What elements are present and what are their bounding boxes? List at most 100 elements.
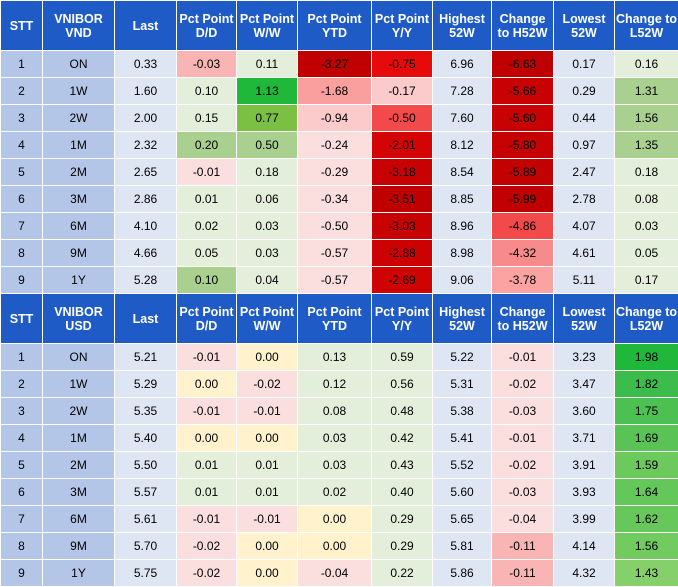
column-header-last[interactable]: Last <box>115 1 177 51</box>
cell-pct-yy: -3.03 <box>372 213 433 240</box>
cell-highest-52w: 6.96 <box>433 51 492 78</box>
cell-highest-52w: 8.54 <box>433 159 492 186</box>
term-label: 1Y <box>43 560 115 587</box>
cell-change-l52w: 1.75 <box>615 398 678 425</box>
last-rate: 5.40 <box>115 425 177 452</box>
cell-highest-52w: 5.52 <box>433 452 492 479</box>
row-index: 2 <box>1 78 43 105</box>
column-header-last[interactable]: Last <box>115 294 177 344</box>
column-header-pct-dd[interactable]: Pct Point D/D <box>177 294 237 344</box>
cell-change-h52w: -0.02 <box>492 371 554 398</box>
row-index: 6 <box>1 479 43 506</box>
term-label: 1M <box>43 132 115 159</box>
cell-pct-yy: 0.59 <box>372 344 433 371</box>
cell-pct-ww: 0.01 <box>237 452 298 479</box>
term-label: 3M <box>43 479 115 506</box>
cell-pct-ytd: -0.57 <box>298 240 372 267</box>
cell-change-h52w: -4.86 <box>492 213 554 240</box>
cell-change-h52w: -0.11 <box>492 533 554 560</box>
cell-lowest-52w: 0.29 <box>554 78 615 105</box>
last-rate: 5.50 <box>115 452 177 479</box>
cell-pct-yy: -3.18 <box>372 159 433 186</box>
cell-lowest-52w: 3.47 <box>554 371 615 398</box>
cell-change-l52w: 0.16 <box>615 51 678 78</box>
column-header-stt[interactable]: STT <box>1 1 43 51</box>
column-header-highest-52w[interactable]: Highest 52W <box>433 1 492 51</box>
cell-change-h52w: -5.80 <box>492 132 554 159</box>
column-header-pct-ww[interactable]: Pct Point W/W <box>237 294 298 344</box>
cell-change-l52w: 1.64 <box>615 479 678 506</box>
term-label: 2M <box>43 452 115 479</box>
column-header-stt[interactable]: STT <box>1 294 43 344</box>
cell-lowest-52w: 4.32 <box>554 560 615 587</box>
cell-change-l52w: 1.82 <box>615 371 678 398</box>
row-index: 7 <box>1 506 43 533</box>
cell-change-h52w: -0.04 <box>492 506 554 533</box>
cell-change-h52w: -3.78 <box>492 267 554 294</box>
cell-pct-ytd: 0.02 <box>298 479 372 506</box>
cell-pct-yy: -2.01 <box>372 132 433 159</box>
cell-highest-52w: 8.12 <box>433 132 492 159</box>
cell-pct-ww: 0.77 <box>237 105 298 132</box>
column-header-pct-ytd[interactable]: Pct Point YTD <box>298 294 372 344</box>
column-header-change-l52w[interactable]: Change to L52W <box>615 1 678 51</box>
cell-pct-yy: 0.40 <box>372 479 433 506</box>
column-header-lowest-52w[interactable]: Lowest 52W <box>554 294 615 344</box>
cell-pct-ww: 0.03 <box>237 213 298 240</box>
cell-pct-ww: 0.04 <box>237 267 298 294</box>
column-header-pct-ww[interactable]: Pct Point W/W <box>237 1 298 51</box>
term-label: 1Y <box>43 267 115 294</box>
cell-highest-52w: 9.06 <box>433 267 492 294</box>
last-rate: 2.86 <box>115 186 177 213</box>
column-header-highest-52w[interactable]: Highest 52W <box>433 294 492 344</box>
cell-change-l52w: 0.08 <box>615 186 678 213</box>
cell-pct-dd: 0.10 <box>177 78 237 105</box>
row-index: 3 <box>1 398 43 425</box>
column-header-pct-ytd[interactable]: Pct Point YTD <box>298 1 372 51</box>
cell-pct-yy: -3.51 <box>372 186 433 213</box>
cell-pct-ww: -0.02 <box>237 371 298 398</box>
cell-pct-ytd: 0.08 <box>298 398 372 425</box>
cell-pct-ww: 0.01 <box>237 479 298 506</box>
cell-change-h52w: -6.63 <box>492 51 554 78</box>
last-rate: 0.33 <box>115 51 177 78</box>
term-label: 2M <box>43 159 115 186</box>
term-label: 1W <box>43 371 115 398</box>
term-label: 9M <box>43 240 115 267</box>
row-index: 2 <box>1 371 43 398</box>
cell-highest-52w: 7.60 <box>433 105 492 132</box>
column-header-lowest-52w[interactable]: Lowest 52W <box>554 1 615 51</box>
cell-pct-ww: 0.00 <box>237 425 298 452</box>
column-header-change-h52w[interactable]: Change to H52W <box>492 1 554 51</box>
column-header-term[interactable]: VNIBOR USD <box>43 294 115 344</box>
column-header-change-h52w[interactable]: Change to H52W <box>492 294 554 344</box>
cell-pct-dd: 0.00 <box>177 425 237 452</box>
last-rate: 5.61 <box>115 506 177 533</box>
cell-pct-dd: -0.01 <box>177 344 237 371</box>
cell-lowest-52w: 3.91 <box>554 452 615 479</box>
column-header-pct-yy[interactable]: Pct Point Y/Y <box>372 294 433 344</box>
column-header-change-l52w[interactable]: Change to L52W <box>615 294 678 344</box>
cell-change-h52w: -5.60 <box>492 105 554 132</box>
term-label: 6M <box>43 213 115 240</box>
cell-lowest-52w: 4.61 <box>554 240 615 267</box>
cell-lowest-52w: 3.99 <box>554 506 615 533</box>
cell-change-l52w: 1.62 <box>615 506 678 533</box>
column-header-pct-dd[interactable]: Pct Point D/D <box>177 1 237 51</box>
cell-change-h52w: -5.99 <box>492 186 554 213</box>
cell-change-h52w: -5.66 <box>492 78 554 105</box>
cell-change-h52w: -5.89 <box>492 159 554 186</box>
cell-pct-dd: 0.10 <box>177 267 237 294</box>
cell-pct-ww: 0.00 <box>237 533 298 560</box>
cell-highest-52w: 5.86 <box>433 560 492 587</box>
column-header-term[interactable]: VNIBOR VND <box>43 1 115 51</box>
cell-change-h52w: -0.01 <box>492 425 554 452</box>
cell-pct-yy: 0.56 <box>372 371 433 398</box>
cell-pct-dd: 0.00 <box>177 371 237 398</box>
cell-pct-ytd: 0.03 <box>298 425 372 452</box>
column-header-pct-yy[interactable]: Pct Point Y/Y <box>372 1 433 51</box>
